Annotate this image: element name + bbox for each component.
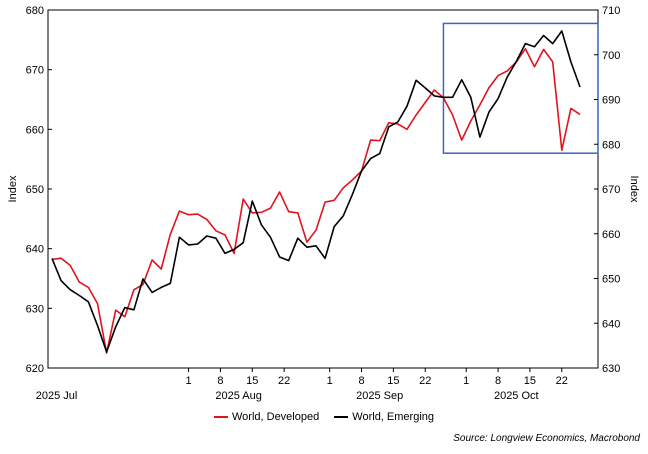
y-tick-label-right: 650 xyxy=(602,274,620,286)
x-tick-label: 15 xyxy=(524,375,536,387)
y-tick-label-right: 710 xyxy=(602,5,620,17)
y-tick-label-right: 680 xyxy=(602,139,620,151)
x-tick-label: 1 xyxy=(327,375,333,387)
y-tick-label-right: 630 xyxy=(602,363,620,375)
y-axis-label-left: Index xyxy=(7,175,19,202)
legend-swatch-developed xyxy=(213,416,228,418)
legend-label-developed: World, Developed xyxy=(231,411,320,423)
x-tick-label: 22 xyxy=(419,375,431,387)
x-tick-label: 22 xyxy=(278,375,290,387)
legend-label-emerging: World, Emerging xyxy=(352,411,434,423)
y-tick-label-left: 660 xyxy=(26,124,44,136)
y-tick-label-left: 640 xyxy=(26,244,44,256)
y-tick-label-right: 640 xyxy=(602,318,620,330)
x-tick-label: 8 xyxy=(495,375,501,387)
x-tick-label: 22 xyxy=(556,375,568,387)
legend-item-emerging: World, Emerging xyxy=(334,411,434,423)
series-line-emerging xyxy=(51,30,581,353)
legend-item-developed: World, Developed xyxy=(213,411,320,423)
x-tick-label: 8 xyxy=(217,375,223,387)
highlight-rect xyxy=(442,22,599,154)
series-line-developed xyxy=(51,47,581,354)
x-month-label: 2025 Aug xyxy=(215,390,262,402)
y-tick-label-left: 650 xyxy=(26,184,44,196)
x-month-label: 2025 Oct xyxy=(494,390,539,402)
x-tick-label: 15 xyxy=(246,375,258,387)
highlight-box xyxy=(442,22,599,154)
source-note: Source: Longview Economics, Macrobond xyxy=(453,433,640,444)
y-tick-label-left: 680 xyxy=(26,5,44,17)
legend-swatch-emerging xyxy=(334,416,349,418)
x-tick-label: 1 xyxy=(185,375,191,387)
y-tick-label-left: 630 xyxy=(26,303,44,315)
x-tick-label: 1 xyxy=(463,375,469,387)
axis-ticks: 620 630 640 650 660 670 680 630 640 650 660 670 680 6… xyxy=(26,5,621,402)
y-axis-label-right: Index xyxy=(628,176,640,203)
legend: World, Developed World, Emerging xyxy=(0,409,648,423)
y-tick-label-right: 690 xyxy=(602,95,620,107)
x-month-label: 2025 Jul xyxy=(36,390,78,402)
y-tick-label-left: 670 xyxy=(26,65,44,77)
x-tick-label: 8 xyxy=(358,375,364,387)
y-tick-label-right: 660 xyxy=(602,229,620,241)
y-tick-label-right: 700 xyxy=(602,50,620,62)
x-tick-label: 15 xyxy=(387,375,399,387)
series-lines xyxy=(51,30,581,354)
y-tick-label-left: 620 xyxy=(26,363,44,375)
y-tick-label-right: 670 xyxy=(602,184,620,196)
x-month-label: 2025 Sep xyxy=(356,390,403,402)
